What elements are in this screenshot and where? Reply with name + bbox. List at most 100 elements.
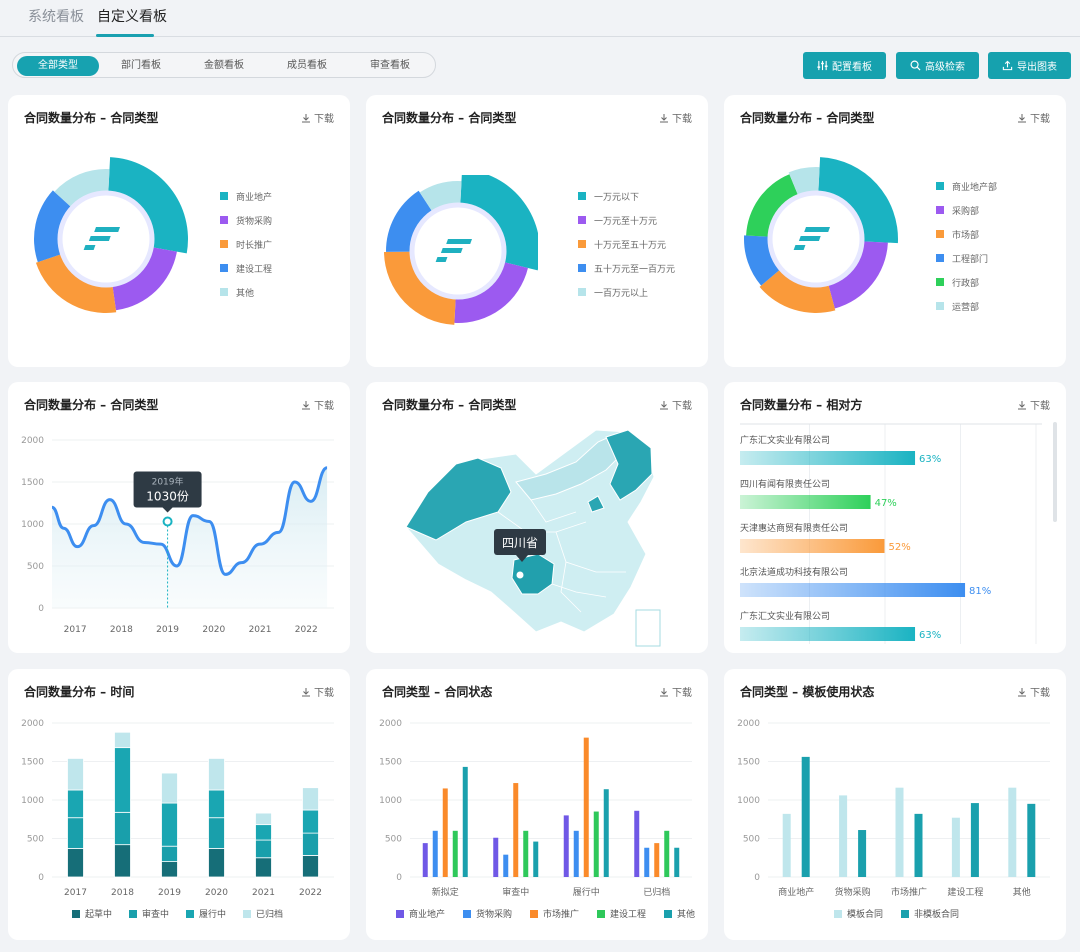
bar-segment[interactable] [208, 848, 225, 878]
bar[interactable] [593, 811, 599, 877]
bar[interactable] [664, 830, 670, 877]
legend-item[interactable]: 已归档 [243, 908, 283, 920]
legend-item[interactable]: 采购部 [936, 198, 997, 222]
bar-segment[interactable] [161, 802, 178, 847]
config-board-button[interactable]: 配置看板 [803, 52, 886, 79]
bar-segment[interactable] [255, 857, 272, 878]
advanced-search-button[interactable]: 高级检索 [896, 52, 979, 79]
download-button[interactable]: 下载 [301, 397, 334, 412]
donut-slice[interactable] [827, 241, 888, 309]
legend-item[interactable]: 运营部 [936, 294, 997, 318]
bar[interactable] [563, 815, 569, 877]
donut-slice[interactable] [818, 157, 898, 244]
bar-segment[interactable] [255, 812, 272, 826]
bar-segment[interactable] [161, 861, 178, 878]
bar[interactable] [740, 539, 885, 553]
legend-item[interactable]: 货物采购 [463, 908, 512, 920]
bar[interactable] [914, 813, 923, 877]
tab-custom-board[interactable]: 自定义看板 [97, 9, 167, 25]
donut-slice[interactable] [759, 267, 836, 313]
bar-segment[interactable] [161, 772, 178, 804]
bar-segment[interactable] [67, 789, 84, 819]
download-button[interactable]: 下载 [659, 110, 692, 125]
bar[interactable] [513, 783, 519, 877]
bar-segment[interactable] [67, 848, 84, 878]
bar[interactable] [523, 830, 529, 877]
bar[interactable] [895, 787, 904, 877]
download-button[interactable]: 下载 [1017, 397, 1050, 412]
bar[interactable] [644, 847, 650, 877]
legend-item[interactable]: 市场部 [936, 222, 997, 246]
bar-segment[interactable] [302, 809, 319, 834]
legend-item[interactable]: 其他 [220, 280, 272, 304]
bar[interactable] [462, 766, 468, 877]
segment-review[interactable]: 审查看板 [370, 60, 410, 71]
segment-all-types[interactable]: 全部类型 [17, 56, 99, 76]
bar-segment[interactable] [67, 817, 84, 849]
donut-slice[interactable] [54, 169, 110, 210]
donut-slice[interactable] [35, 253, 117, 313]
bar-segment[interactable] [161, 845, 178, 862]
segment-amount[interactable]: 金额看板 [204, 60, 244, 71]
china-map[interactable]: 四川省 [366, 382, 708, 653]
donut-slice[interactable] [460, 175, 538, 271]
download-button[interactable]: 下载 [1017, 110, 1050, 125]
legend-item[interactable]: 一万元以下 [578, 184, 675, 208]
legend-item[interactable]: 审查中 [129, 908, 169, 920]
legend-item[interactable]: 五十万元至一百万元 [578, 256, 675, 280]
download-button[interactable]: 下载 [301, 684, 334, 699]
legend-item[interactable]: 时长推广 [220, 232, 272, 256]
legend-item[interactable]: 一万元至十万元 [578, 208, 675, 232]
download-button[interactable]: 下载 [1017, 684, 1050, 699]
legend-item[interactable]: 商业地产 [396, 908, 445, 920]
bar[interactable] [422, 843, 428, 877]
legend-item[interactable]: 建设工程 [220, 256, 272, 280]
bar[interactable] [634, 810, 640, 877]
line-series[interactable] [51, 466, 328, 576]
bar-segment[interactable] [208, 789, 225, 819]
legend-item[interactable]: 行政部 [936, 270, 997, 294]
bar[interactable] [740, 495, 871, 509]
bar[interactable] [1027, 803, 1036, 877]
bar[interactable] [654, 843, 660, 877]
bar[interactable] [573, 830, 579, 877]
bar[interactable] [858, 830, 867, 877]
bar[interactable] [740, 627, 916, 641]
download-button[interactable]: 下载 [659, 397, 692, 412]
bar-segment[interactable] [114, 747, 131, 813]
bar[interactable] [603, 789, 609, 877]
data-point-highlight[interactable] [162, 516, 173, 527]
bar[interactable] [452, 830, 458, 877]
bar-segment[interactable] [114, 731, 131, 749]
legend-item[interactable]: 商业地产部 [936, 174, 997, 198]
bar[interactable] [583, 737, 589, 877]
legend-item[interactable]: 市场推广 [530, 908, 579, 920]
legend-item[interactable]: 起草中 [72, 908, 112, 920]
bar-segment[interactable] [302, 787, 319, 811]
tab-system-board[interactable]: 系统看板 [28, 9, 84, 25]
legend-item[interactable]: 建设工程 [597, 908, 646, 920]
bar[interactable] [782, 813, 791, 877]
bar-segment[interactable] [67, 758, 84, 791]
legend-item[interactable]: 商业地产 [220, 184, 272, 208]
bar-segment[interactable] [208, 817, 225, 849]
bar-segment[interactable] [114, 844, 131, 878]
segment-department[interactable]: 部门看板 [121, 60, 161, 71]
donut-slice[interactable] [112, 246, 177, 311]
legend-item[interactable]: 其他 [664, 908, 695, 920]
bar[interactable] [503, 854, 509, 877]
bar-segment[interactable] [255, 839, 272, 859]
donut-slice[interactable] [746, 174, 800, 237]
donut-slice[interactable] [788, 167, 820, 199]
bar[interactable] [970, 803, 979, 877]
donut-slice[interactable] [34, 190, 74, 263]
legend-item[interactable]: 工程部门 [936, 246, 997, 270]
bar[interactable] [674, 847, 680, 877]
segment-member[interactable]: 成员看板 [287, 60, 327, 71]
bar[interactable] [740, 451, 916, 465]
bar[interactable] [533, 841, 539, 877]
bar-segment[interactable] [302, 832, 319, 856]
legend-item[interactable]: 货物采购 [220, 208, 272, 232]
legend-item[interactable]: 履行中 [186, 908, 226, 920]
bar-segment[interactable] [208, 758, 225, 791]
